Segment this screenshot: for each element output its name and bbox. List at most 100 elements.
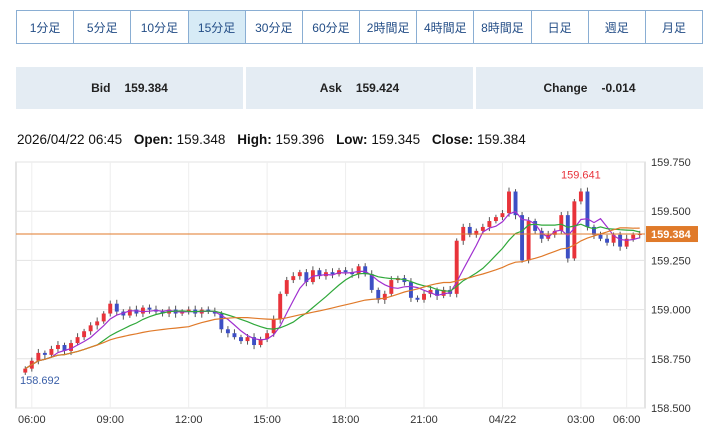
- candle-body: [206, 309, 211, 312]
- x-tick-label: 21:00: [410, 414, 438, 426]
- candle-body: [435, 289, 440, 296]
- low-label: Low:: [336, 132, 368, 147]
- candle-body: [480, 226, 485, 231]
- x-tick-label: 09:00: [96, 414, 124, 426]
- candle-body: [565, 215, 570, 259]
- candle-body: [369, 274, 374, 290]
- candle-body: [605, 238, 610, 243]
- tab-timeframe[interactable]: 日足: [532, 11, 589, 43]
- tab-timeframe[interactable]: 60分足: [303, 11, 361, 43]
- candle-body: [317, 270, 322, 277]
- candle-body: [36, 352, 41, 361]
- x-tick-label: 03:00: [567, 414, 595, 426]
- candle-body: [618, 234, 623, 247]
- candle-body: [95, 321, 100, 326]
- candle-body: [304, 272, 309, 283]
- ask-label: Ask: [319, 81, 342, 95]
- candle-body: [212, 311, 217, 314]
- tab-timeframe[interactable]: 1分足: [17, 11, 75, 43]
- candle-body: [559, 215, 564, 231]
- candle-body: [232, 333, 237, 338]
- candle-body: [134, 309, 139, 314]
- candle-body: [69, 343, 73, 351]
- candle-body: [75, 337, 80, 344]
- open-label: Open:: [133, 132, 173, 147]
- candle-body: [513, 191, 518, 216]
- candle-body: [592, 226, 596, 235]
- candle-body: [101, 313, 106, 322]
- candle-body: [252, 337, 257, 346]
- low-value: 159.345: [371, 132, 421, 147]
- candle-body: [219, 313, 224, 330]
- y-tick-label: 159.000: [651, 305, 691, 317]
- candle-body: [454, 240, 459, 294]
- close-label: Close:: [431, 132, 474, 147]
- candle-body: [297, 272, 302, 277]
- candle-body: [467, 226, 472, 235]
- ma-mid-line: [24, 223, 640, 370]
- tab-timeframe[interactable]: 2時間足: [360, 11, 418, 43]
- candle-body: [578, 191, 583, 202]
- candle-body: [140, 307, 145, 314]
- tab-timeframe[interactable]: 5分足: [74, 11, 132, 43]
- candle-body: [415, 297, 420, 300]
- x-tick-label: 06:00: [613, 414, 641, 426]
- max-price-label: 159.641: [561, 169, 601, 181]
- candle-body: [271, 319, 276, 334]
- bid-box: Bid 159.384: [16, 67, 243, 109]
- tab-timeframe[interactable]: 15分足: [188, 11, 246, 43]
- y-tick-label: 159.500: [651, 206, 691, 218]
- candle-body: [487, 221, 492, 227]
- x-tick-label: 15:00: [253, 414, 281, 426]
- x-tick-label: 06:00: [18, 414, 46, 426]
- candle-body: [526, 221, 531, 261]
- candle-body: [88, 325, 93, 332]
- tab-timeframe[interactable]: 4時間足: [417, 11, 475, 43]
- candle-body: [147, 307, 152, 310]
- candle-body: [291, 276, 296, 281]
- bid-value: 159.384: [124, 81, 168, 95]
- tab-timeframe[interactable]: 30分足: [246, 11, 303, 43]
- candle-body: [356, 266, 361, 275]
- candle-body: [278, 293, 283, 320]
- candle-body: [585, 191, 590, 227]
- tab-timeframe[interactable]: 月足: [661, 20, 686, 35]
- bid-label: Bid: [91, 81, 111, 95]
- y-tick-label: 158.500: [651, 403, 691, 415]
- ohlc-readout: 2026/04/22 06:45 Open: 159.348 High: 159…: [17, 132, 526, 147]
- candle-body: [520, 215, 525, 261]
- ohlc-datetime: 2026/04/22 06:45: [17, 132, 123, 147]
- candle-body: [343, 270, 348, 273]
- timeframe-tabs: 1分足 5分足 10分足 15分足 30分足 60分足 2時間足 4時間足 8時間足 日足 週足 月足: [16, 10, 703, 44]
- plot-area: [15, 161, 646, 409]
- tab-timeframe[interactable]: 8時間足: [474, 11, 532, 43]
- tab-timeframe[interactable]: 週足: [589, 11, 646, 43]
- ma-slow-line: [24, 227, 640, 370]
- candle-body: [225, 329, 230, 334]
- candle-body: [422, 293, 426, 300]
- x-tick-label: 12:00: [175, 414, 203, 426]
- candle-body: [493, 217, 498, 222]
- open-value: 159.348: [176, 132, 226, 147]
- candle-body: [552, 230, 557, 235]
- candle-body: [239, 337, 243, 342]
- candlestick-chart[interactable]: 159.750 159.500 159.250 159.000 158.750 158.5…: [0, 148, 720, 428]
- close-value: 159.384: [476, 132, 526, 147]
- change-box: Change -0.014: [476, 67, 703, 109]
- candle-body: [265, 333, 270, 340]
- candle-body: [127, 309, 132, 316]
- y-tick-label: 159.750: [651, 157, 691, 169]
- candle-body: [55, 345, 60, 349]
- tab-timeframe[interactable]: 10分足: [131, 11, 189, 43]
- current-price-tag: [646, 226, 698, 243]
- candle-body: [23, 368, 28, 373]
- candle-body: [624, 238, 629, 247]
- candle-body: [572, 201, 577, 259]
- y-tick-label: 159.250: [651, 255, 691, 267]
- change-label: Change: [543, 81, 588, 95]
- candle-body: [258, 339, 263, 346]
- change-value: -0.014: [601, 81, 636, 95]
- candle-body: [82, 331, 87, 338]
- candle-body: [598, 234, 603, 239]
- high-value: 159.396: [275, 132, 325, 147]
